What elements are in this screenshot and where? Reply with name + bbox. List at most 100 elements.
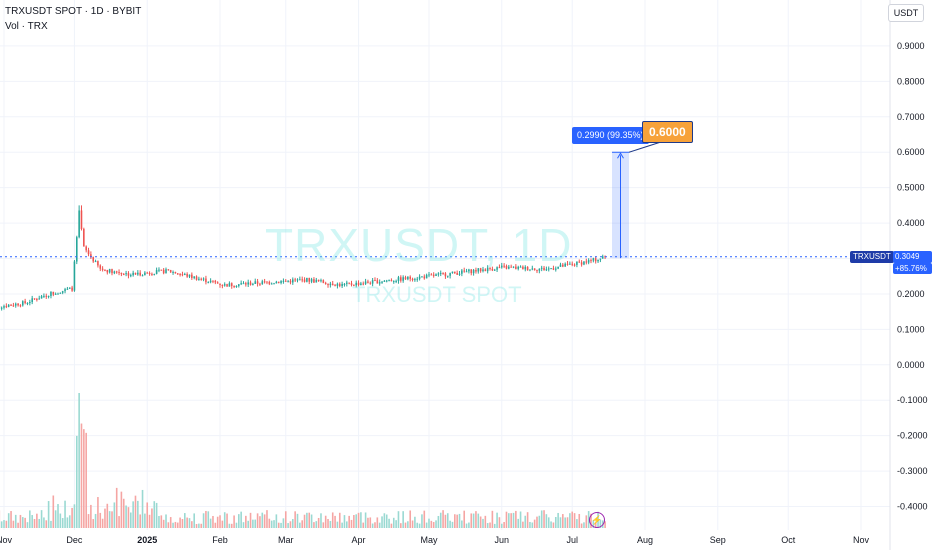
volume-bar bbox=[458, 513, 461, 528]
candle-body bbox=[277, 281, 280, 283]
candle-body bbox=[19, 305, 22, 307]
candle-body bbox=[207, 282, 210, 284]
candle-body bbox=[491, 268, 494, 271]
price-tick-label: 0.1000 bbox=[897, 324, 925, 334]
candle-body bbox=[392, 281, 395, 283]
volume-bar bbox=[503, 521, 505, 528]
candle-body bbox=[465, 271, 468, 273]
candle-body bbox=[547, 268, 550, 270]
candle-body bbox=[263, 281, 266, 283]
volume-bar bbox=[491, 510, 494, 528]
candle-body bbox=[301, 279, 303, 281]
candle-body bbox=[0, 307, 3, 309]
volume-bar bbox=[146, 502, 149, 528]
candle-body bbox=[233, 285, 235, 287]
candle-body bbox=[360, 283, 362, 285]
volume-bar bbox=[446, 513, 449, 528]
volume-bar bbox=[346, 521, 348, 528]
volume-bar bbox=[252, 519, 254, 528]
candle-body bbox=[214, 280, 217, 283]
volume-bar bbox=[411, 520, 414, 528]
volume-bar bbox=[162, 519, 165, 528]
candle-body bbox=[482, 269, 484, 272]
volume-bar bbox=[139, 514, 141, 528]
last-price-tag: 0.3049 bbox=[893, 251, 932, 263]
volume-bar bbox=[385, 514, 388, 528]
price-range-measure[interactable] bbox=[612, 140, 665, 259]
volume-bar bbox=[21, 517, 24, 528]
candle-body bbox=[273, 283, 275, 285]
volume-bar bbox=[543, 510, 545, 528]
volume-bar bbox=[475, 511, 477, 528]
volume-bar bbox=[50, 520, 52, 528]
volume-bar bbox=[451, 521, 454, 528]
candle-body bbox=[292, 279, 294, 283]
candle-body bbox=[193, 276, 195, 278]
exchange-watermark: TRXUSDT SPOT bbox=[352, 282, 522, 307]
candle-body bbox=[223, 284, 226, 286]
volume-bar bbox=[533, 519, 536, 528]
volume-bar bbox=[273, 520, 275, 528]
candle-body bbox=[400, 277, 402, 281]
candle-body bbox=[564, 263, 566, 267]
volume-bar bbox=[104, 508, 106, 528]
time-tick-label: Mar bbox=[278, 535, 294, 545]
candle-body bbox=[71, 287, 73, 291]
volume-bar bbox=[61, 518, 64, 528]
candle-body bbox=[296, 279, 299, 281]
candle-body bbox=[343, 283, 346, 285]
candle-body bbox=[216, 282, 219, 284]
volume-legend[interactable]: Vol · TRX bbox=[5, 21, 48, 32]
price-axis[interactable]: 0.90000.80000.70000.60000.50000.40000.30… bbox=[897, 41, 928, 512]
volume-bar bbox=[275, 514, 278, 528]
volume-bar bbox=[57, 504, 59, 528]
currency-button[interactable]: USDT bbox=[888, 4, 924, 22]
lightning-icon[interactable]: ⚡ bbox=[589, 512, 605, 528]
volume-bar bbox=[165, 514, 167, 528]
volume-bar bbox=[350, 519, 353, 528]
candle-body bbox=[205, 278, 207, 283]
time-axis[interactable]: Nov Dec 2025 Feb Mar Apr May Jun Jul Aug Sep Oct Nov bbox=[0, 535, 870, 545]
volume-bar bbox=[353, 515, 355, 528]
volume-bar bbox=[78, 393, 80, 528]
candle-body bbox=[200, 278, 203, 280]
volume-bar bbox=[24, 517, 26, 528]
candle-body bbox=[59, 292, 62, 294]
candle-body bbox=[209, 280, 212, 283]
volume-bar bbox=[200, 523, 203, 528]
candle-body bbox=[538, 268, 541, 271]
candle-body bbox=[115, 271, 118, 273]
candle-body bbox=[226, 284, 228, 287]
candle-body bbox=[472, 269, 475, 274]
volume-bar bbox=[99, 512, 102, 528]
candle-body bbox=[129, 275, 132, 277]
volume-bar bbox=[604, 521, 606, 528]
volume-bar bbox=[552, 522, 555, 528]
volume-bar bbox=[66, 517, 69, 528]
candle-body bbox=[446, 275, 449, 277]
volume-bar bbox=[489, 522, 491, 528]
volume-bar bbox=[7, 513, 10, 528]
candle-body bbox=[322, 280, 325, 283]
candle-body bbox=[390, 280, 393, 282]
candle-body bbox=[162, 269, 165, 274]
symbol-title[interactable]: TRXUSDT SPOT · 1D · BYBIT bbox=[5, 6, 142, 17]
measure-label[interactable]: 0.2990 (99.35%) bbox=[572, 127, 649, 144]
volume-bar bbox=[19, 514, 22, 528]
candle-body bbox=[320, 280, 322, 282]
volume-bar bbox=[465, 523, 468, 528]
candle-body bbox=[50, 291, 52, 296]
target-price-label[interactable]: 0.6000 bbox=[642, 121, 693, 143]
candle-body bbox=[376, 280, 379, 284]
volume-bar bbox=[371, 523, 374, 528]
candle-body bbox=[346, 282, 348, 284]
candle-body bbox=[569, 263, 571, 265]
volume-bar bbox=[308, 512, 311, 528]
candle-body bbox=[83, 228, 85, 247]
candle-body bbox=[585, 261, 588, 263]
volume-bar bbox=[545, 514, 548, 528]
volume-bar bbox=[432, 522, 435, 528]
candle-body bbox=[245, 283, 247, 285]
candle-body bbox=[268, 281, 271, 284]
